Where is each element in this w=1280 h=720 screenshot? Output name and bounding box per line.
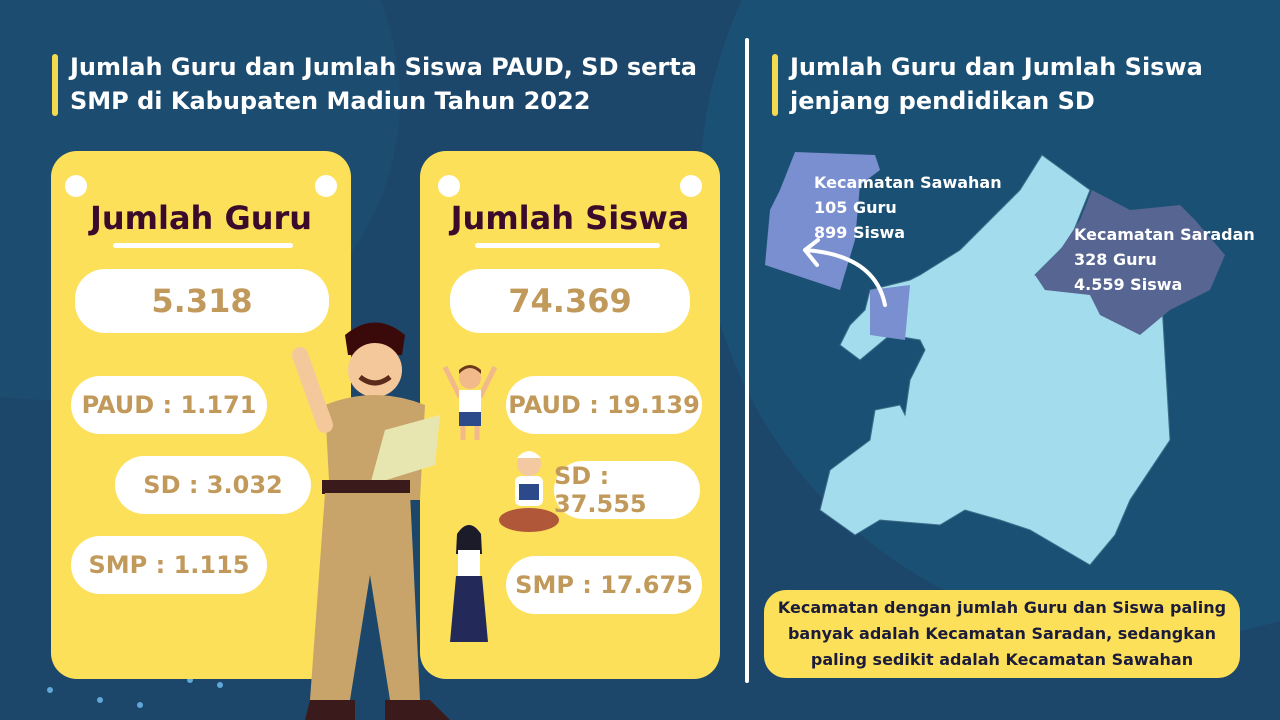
saradan-name: Kecamatan Saradan bbox=[1074, 225, 1255, 244]
guru-total: 5.318 bbox=[75, 269, 329, 333]
guru-sd: SD : 3.032 bbox=[115, 456, 311, 514]
madiun-map bbox=[765, 152, 1225, 566]
teacher-illustration bbox=[292, 322, 450, 720]
underline bbox=[113, 243, 293, 248]
right-title: Jumlah Guru dan Jumlah Siswa jenjang pen… bbox=[772, 50, 1212, 118]
guru-card: Jumlah Guru 5.318 PAUD : 1.171 SD : 3.03… bbox=[51, 151, 351, 679]
sawahan-label: Kecamatan Sawahan 105 Guru 899 Siswa bbox=[814, 170, 1002, 245]
siswa-total: 74.369 bbox=[450, 269, 690, 333]
guru-heading: Jumlah Guru bbox=[89, 199, 313, 237]
student-boy-illustration bbox=[442, 365, 498, 440]
card-hole bbox=[680, 175, 702, 197]
sawahan-guru: 105 Guru bbox=[814, 198, 897, 217]
card-hole bbox=[315, 175, 337, 197]
map-region-saradan bbox=[1035, 190, 1225, 335]
siswa-paud: PAUD : 19.139 bbox=[506, 376, 702, 434]
summary-text: Kecamatan dengan jumlah Guru dan Siswa p… bbox=[777, 598, 1227, 669]
saradan-guru: 328 Guru bbox=[1074, 250, 1157, 269]
sawahan-siswa: 899 Siswa bbox=[814, 223, 906, 242]
card-hole bbox=[65, 175, 87, 197]
guru-smp: SMP : 1.115 bbox=[71, 536, 267, 594]
student-girl-illustration bbox=[450, 525, 488, 642]
guru-paud: PAUD : 1.171 bbox=[71, 376, 267, 434]
siswa-sd: SD : 37.555 bbox=[554, 461, 700, 519]
siswa-smp: SMP : 17.675 bbox=[506, 556, 702, 614]
siswa-heading: Jumlah Siswa bbox=[450, 199, 690, 237]
sawahan-name: Kecamatan Sawahan bbox=[814, 173, 1002, 192]
card-hole bbox=[438, 175, 460, 197]
divider bbox=[745, 38, 749, 683]
underline bbox=[475, 243, 660, 248]
map-region-sawahan bbox=[765, 152, 910, 340]
summary-note: Kecamatan dengan jumlah Guru dan Siswa p… bbox=[764, 590, 1240, 678]
saradan-siswa: 4.559 Siswa bbox=[1074, 275, 1183, 294]
arrow-icon bbox=[803, 238, 887, 307]
student-reading-illustration bbox=[499, 451, 559, 532]
saradan-label: Kecamatan Saradan 328 Guru 4.559 Siswa bbox=[1074, 222, 1255, 297]
left-title: Jumlah Guru dan Jumlah Siswa PAUD, SD se… bbox=[52, 50, 712, 118]
